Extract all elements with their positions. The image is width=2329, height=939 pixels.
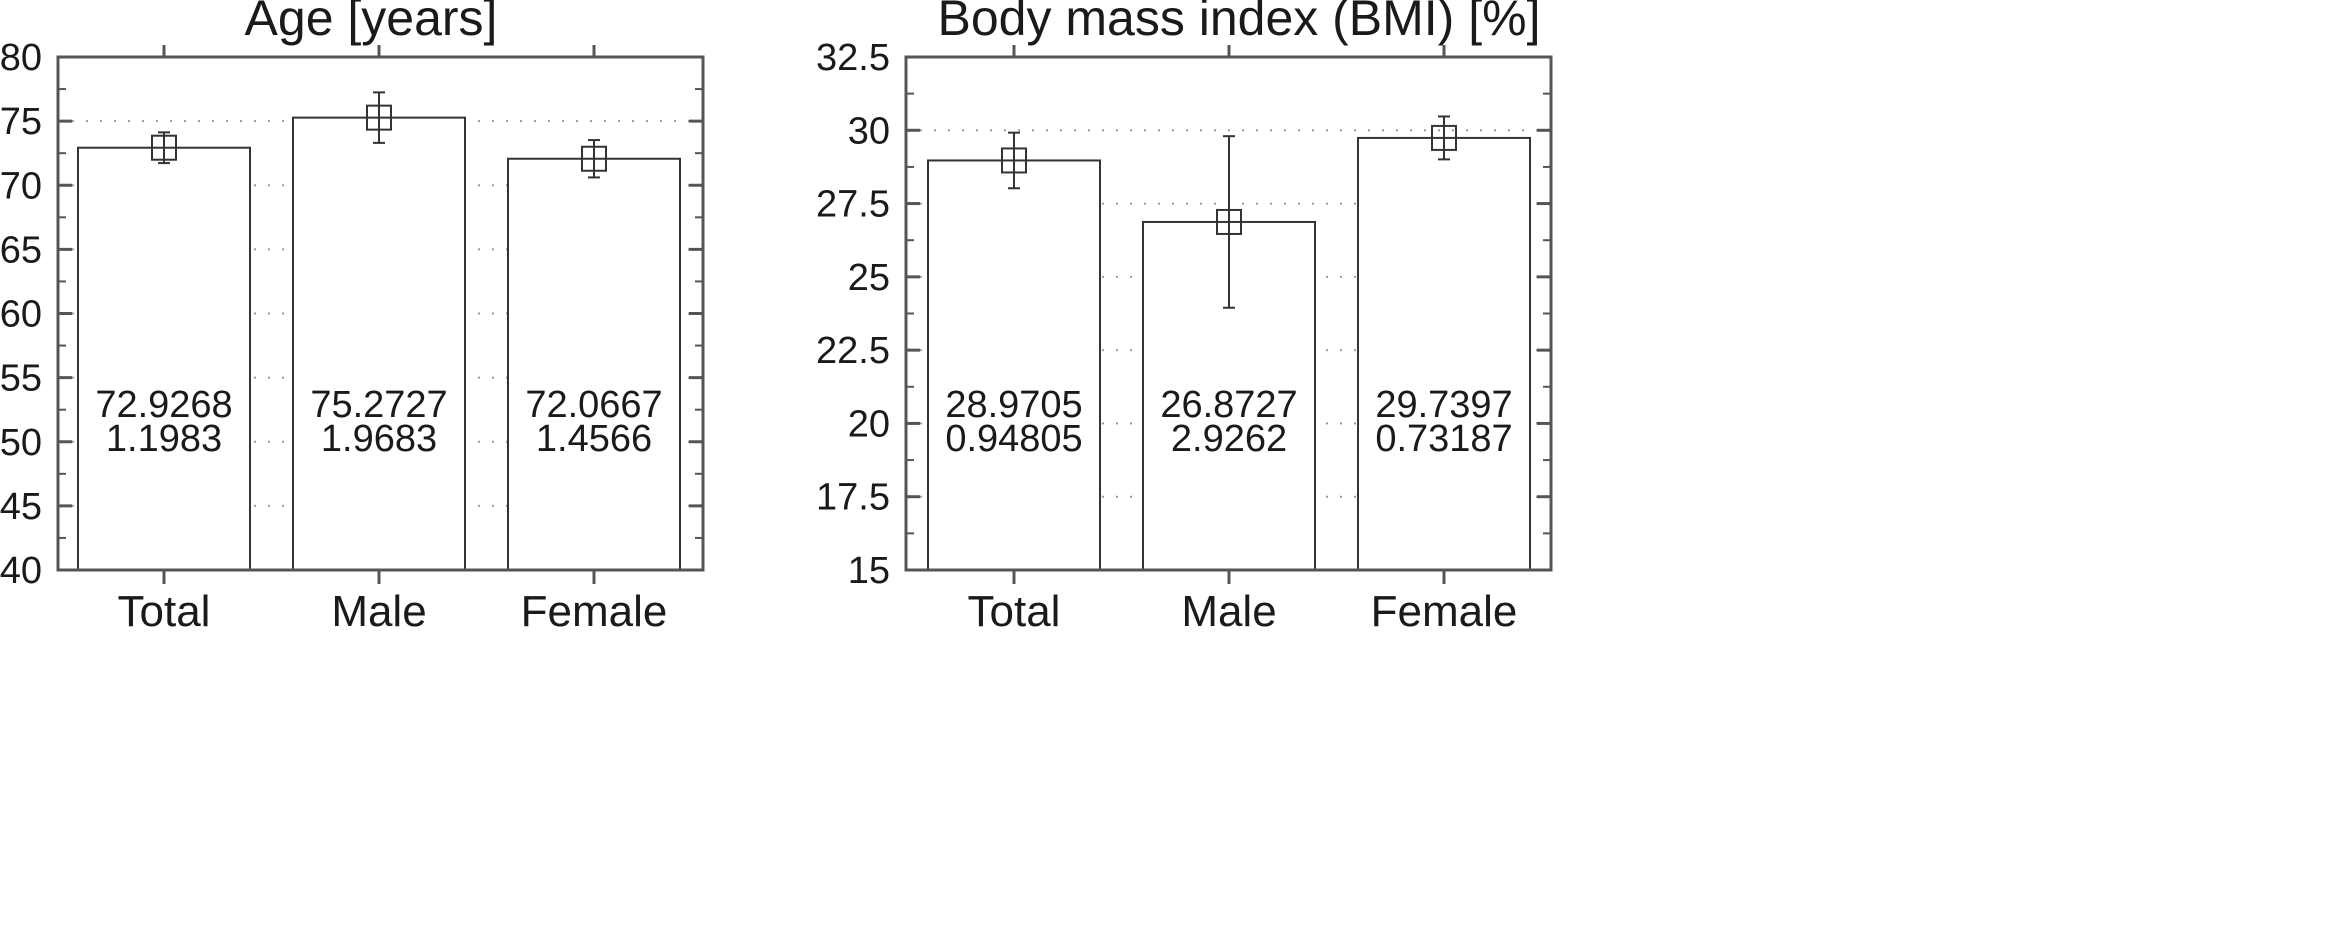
x-category-label: Female [521, 587, 668, 636]
y-tick-label: 30 [848, 110, 890, 152]
bar-error-label: 1.9683 [321, 418, 437, 460]
y-tick-label: 25 [848, 257, 890, 299]
mean-marker [1216, 208, 1242, 235]
y-tick-label: 70 [0, 165, 42, 207]
mean-marker [1431, 124, 1457, 151]
chart-title: Age [years] [245, 0, 498, 46]
bar-female [507, 157, 681, 571]
y-tick-label: 22.5 [816, 330, 890, 372]
bar-value-label: 29.7397 [1375, 384, 1512, 426]
bar-value-label: 26.8727 [1160, 384, 1297, 426]
bar-error-label: 1.4566 [536, 418, 652, 460]
y-tick-label: 65 [0, 229, 42, 271]
bar-error-label: 1.1983 [106, 418, 222, 460]
bar-female [1357, 136, 1531, 571]
y-tick-label: 80 [0, 37, 42, 79]
y-tick-label: 45 [0, 486, 42, 528]
mean-marker [151, 134, 177, 161]
bar-total [77, 146, 251, 572]
y-tick-label: 75 [0, 101, 42, 143]
bar-error-label: 0.73187 [1375, 418, 1512, 460]
x-category-label: Male [1181, 587, 1276, 636]
bar-value-label: 72.0667 [525, 384, 662, 426]
bar-value-label: 72.9268 [95, 384, 232, 426]
y-tick-label: 32.5 [816, 37, 890, 79]
y-tick-label: 40 [0, 550, 42, 592]
bar-total [927, 159, 1101, 571]
bar-value-label: 75.2727 [310, 384, 447, 426]
mean-marker [1001, 147, 1027, 174]
y-tick-label: 60 [0, 294, 42, 336]
x-category-label: Female [1371, 587, 1518, 636]
bar-male [292, 116, 466, 571]
y-tick-label: 55 [0, 358, 42, 400]
chart-title: Body mass index (BMI) [%] [938, 0, 1541, 46]
mean-marker [581, 145, 607, 172]
x-category-label: Total [118, 587, 211, 636]
mean-marker [366, 104, 392, 131]
x-category-label: Total [968, 587, 1061, 636]
x-category-label: Male [331, 587, 426, 636]
y-tick-label: 20 [848, 403, 890, 445]
y-tick-label: 15 [848, 550, 890, 592]
y-tick-label: 17.5 [816, 477, 890, 519]
bar-error-label: 2.9262 [1171, 418, 1287, 460]
y-tick-label: 27.5 [816, 184, 890, 226]
y-tick-label: 50 [0, 422, 42, 464]
bar-error-label: 0.94805 [945, 418, 1082, 460]
chart-panel-2: Body mass index (BMI) [%] 15 17.5 20 22.5 25 2… [816, 0, 1553, 636]
bar-value-label: 28.9705 [945, 384, 1082, 426]
chart-panel-1: Age [years] 40 45 50 55 60 65 70 75 80 Total Male Fe… [0, 0, 705, 636]
